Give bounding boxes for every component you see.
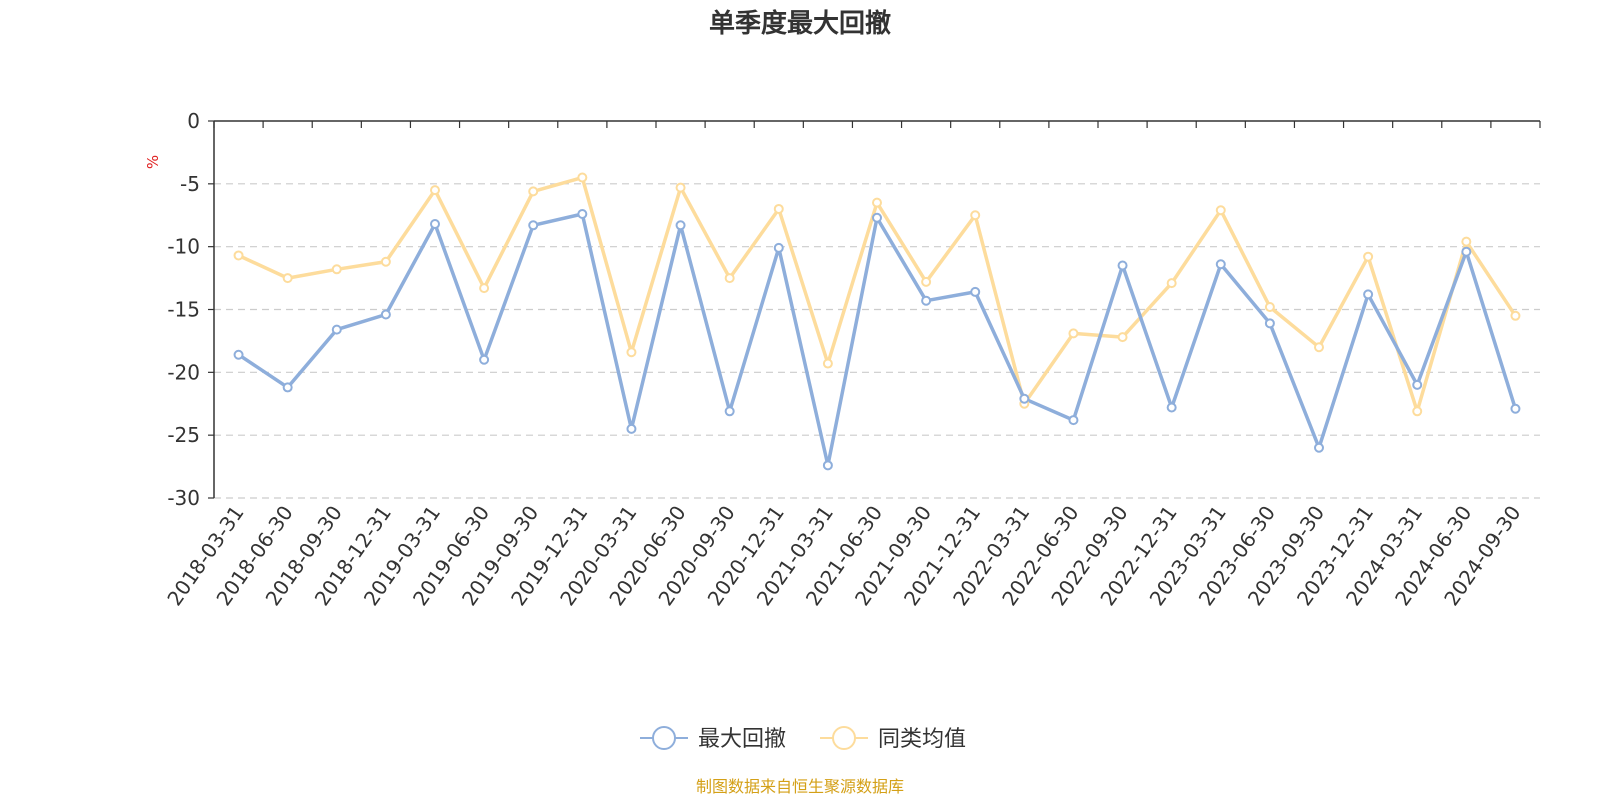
legend-circle-icon (652, 726, 676, 750)
series-line (237, 175, 1517, 414)
data-point (479, 283, 490, 294)
grid-lines (214, 183, 1540, 499)
data-point (1166, 402, 1177, 413)
legend[interactable]: 最大回撤 同类均值 (640, 726, 966, 752)
x-tick-labels: 2018-03-312018-06-302018-09-302018-12-31… (162, 501, 1525, 610)
data-point (430, 185, 440, 196)
data-point (282, 382, 293, 393)
data-point (1461, 246, 1472, 257)
data-point (1068, 328, 1079, 339)
y-tick-label: -25 (167, 423, 200, 447)
data-point (626, 347, 637, 358)
data-point (331, 264, 342, 275)
data-point (577, 208, 588, 219)
data-point (1510, 403, 1521, 414)
data-point (1314, 442, 1324, 453)
data-point (822, 358, 833, 369)
data-point (1215, 205, 1226, 216)
y-tick-label: -30 (167, 486, 200, 510)
data-point (921, 295, 932, 306)
data-point (528, 220, 539, 231)
chart-title: 单季度最大回撤 (709, 8, 891, 39)
data-point (577, 172, 588, 183)
data-point (1117, 332, 1128, 343)
legend-label: 同类均值 (878, 727, 966, 752)
y-tick-label: -5 (180, 172, 200, 196)
data-point (1264, 301, 1275, 312)
data-point (1510, 310, 1521, 321)
y-tick-label: -20 (167, 360, 200, 384)
data-point (233, 250, 244, 261)
y-axis-unit-label: % (144, 155, 162, 169)
data-point (1068, 415, 1079, 426)
y-tick-label: -15 (167, 298, 200, 322)
data-point (1314, 342, 1324, 353)
data-source-note: 制图数据来自恒生聚源数据库 (696, 777, 904, 796)
data-point (331, 324, 342, 335)
data-point (724, 273, 735, 284)
data-point (1461, 236, 1472, 247)
data-point (675, 220, 686, 231)
axes (208, 120, 1541, 499)
data-point (822, 460, 833, 471)
data-point (1215, 259, 1226, 270)
data-point (479, 354, 490, 365)
data-point (1019, 393, 1030, 404)
legend-circle-icon (832, 726, 856, 750)
data-point (1363, 251, 1374, 262)
data-point (1264, 318, 1275, 329)
data-point (970, 210, 981, 221)
data-point (1412, 406, 1423, 417)
y-tick-labels: 0 -5 -10 -15 -20 -25 -30 (167, 109, 200, 510)
data-point (380, 309, 391, 320)
data-point (528, 186, 539, 197)
y-tick-label: -10 (167, 235, 200, 259)
data-point (1412, 379, 1423, 390)
data-point (872, 197, 882, 208)
data-point (430, 219, 440, 230)
series-group (233, 172, 1521, 471)
data-point (380, 256, 391, 267)
data-point (1117, 260, 1128, 271)
data-point (1166, 278, 1177, 289)
data-point (773, 203, 784, 214)
legend-item[interactable]: 同类均值 (820, 726, 966, 752)
legend-label: 最大回撤 (698, 727, 786, 752)
data-point (282, 273, 293, 284)
data-point (233, 349, 244, 360)
data-point (724, 406, 735, 417)
legend-item[interactable]: 最大回撤 (640, 726, 786, 752)
data-point (626, 423, 637, 434)
data-point (872, 212, 882, 223)
data-point (921, 276, 932, 287)
data-point (970, 286, 981, 297)
data-point (675, 182, 686, 193)
data-point (1363, 289, 1374, 300)
y-tick-label: 0 (187, 109, 200, 133)
data-point (773, 242, 784, 253)
